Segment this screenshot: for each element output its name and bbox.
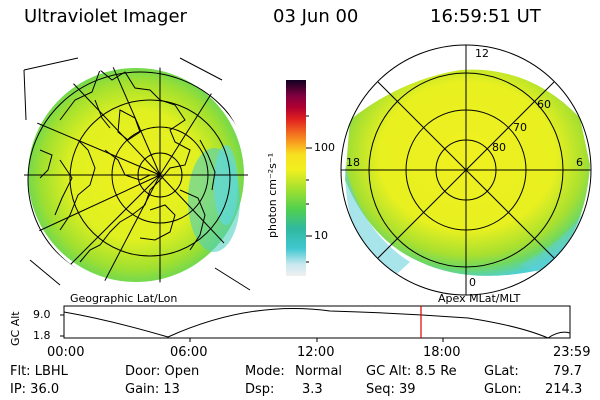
altitude-curve bbox=[63, 307, 571, 339]
colorbar-tick-100: 100 bbox=[314, 141, 335, 154]
colorbar bbox=[286, 80, 312, 276]
gc-alt-axis-label: GC Alt bbox=[9, 311, 22, 346]
time-tick-0000: 00:00 bbox=[47, 345, 85, 360]
apex-panel bbox=[340, 44, 592, 296]
time-label: 16:59:51 UT bbox=[430, 6, 541, 27]
glat-label: GLat: bbox=[484, 364, 519, 379]
mlt-label-12: 12 bbox=[475, 47, 489, 60]
mode-label: Mode: bbox=[245, 364, 285, 379]
mode-value: Normal bbox=[295, 364, 343, 379]
glon-label: GLon: bbox=[484, 382, 522, 397]
date-label: 03 Jun 00 bbox=[273, 6, 359, 27]
gc-alt-status: GC Alt: 8.5 Re bbox=[366, 364, 457, 379]
colorbar-unit-label: photon cm⁻²s⁻¹ bbox=[266, 152, 279, 238]
instrument-title: Ultraviolet Imager bbox=[24, 6, 187, 27]
mlat-label-60: 60 bbox=[537, 98, 551, 111]
ip-status: IP: 36.0 bbox=[10, 382, 60, 397]
mlat-label-70: 70 bbox=[513, 121, 527, 134]
right-aurora-image bbox=[345, 69, 590, 276]
time-tick-0600: 06:00 bbox=[170, 345, 208, 360]
time-tick-2359: 23:59 bbox=[553, 345, 591, 360]
colorbar-tick-10: 10 bbox=[314, 229, 328, 242]
filter-status: Flt: LBHL bbox=[10, 364, 68, 379]
apex-caption: Apex MLat/MLT bbox=[438, 292, 521, 305]
glat-value: 79.7 bbox=[553, 364, 582, 379]
dsp-label: Dsp: bbox=[245, 382, 275, 397]
mlat-label-80: 80 bbox=[492, 141, 506, 154]
door-status: Door: Open bbox=[125, 364, 200, 379]
geographic-panel bbox=[23, 57, 251, 291]
seq-status: Seq: 39 bbox=[366, 382, 416, 397]
geographic-caption: Geographic Lat/Lon bbox=[70, 292, 178, 305]
colorbar-scale bbox=[286, 80, 306, 276]
mlt-label-0: 0 bbox=[469, 276, 476, 289]
alt-tick-1-8: 1.8 bbox=[33, 329, 51, 342]
time-tick-1800: 18:00 bbox=[423, 345, 461, 360]
glon-value: 214.3 bbox=[545, 382, 583, 397]
altitude-plot bbox=[60, 305, 571, 342]
alt-tick-9: 9.0 bbox=[33, 308, 51, 321]
time-tick-1200: 12:00 bbox=[297, 345, 335, 360]
mlt-label-6: 6 bbox=[576, 156, 583, 169]
mlt-label-18: 18 bbox=[346, 156, 360, 169]
gain-status: Gain: 13 bbox=[125, 382, 180, 397]
dsp-value: 3.3 bbox=[302, 382, 323, 397]
